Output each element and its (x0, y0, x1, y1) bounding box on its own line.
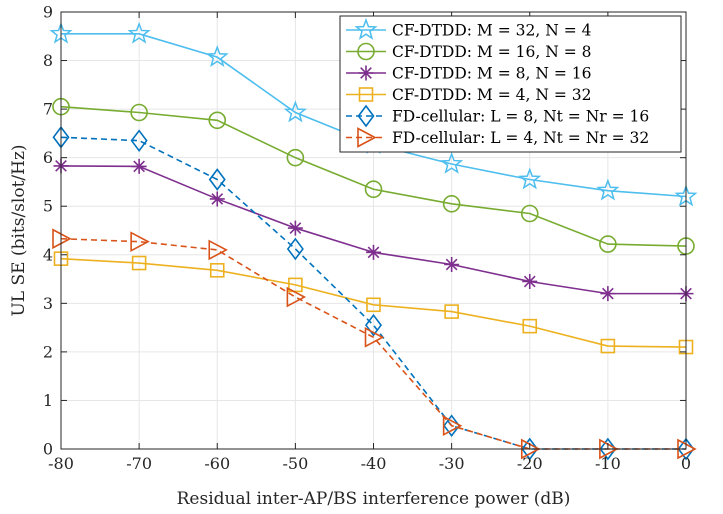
legend-marker (358, 87, 374, 102)
data-point (209, 263, 225, 278)
data-point (366, 297, 381, 313)
data-point (364, 326, 385, 348)
x-tick-label: 0 (681, 454, 691, 473)
series-line (60, 237, 686, 450)
x-tick-label: -40 (361, 454, 387, 473)
y-tick-label: 4 (43, 245, 53, 264)
data-point (366, 244, 381, 260)
y-tick-label: 9 (43, 3, 53, 22)
data-point (208, 239, 228, 261)
legend-label: FD-cellular: L = 8, Nt = Nr = 16 (392, 108, 649, 126)
y-tick-label: 2 (43, 342, 53, 361)
y-tick-label: 1 (43, 391, 53, 410)
x-tick-label: -50 (282, 454, 308, 473)
series-line (60, 257, 687, 348)
data-point (599, 437, 617, 461)
legend-marker (354, 17, 378, 40)
data-point (286, 148, 305, 167)
x-tick-label: -80 (48, 454, 74, 473)
x-tick-label: -20 (517, 454, 543, 473)
legend-entry: CF-DTDD: M = 32, N = 4 (346, 17, 592, 40)
data-point (365, 313, 382, 337)
legend-label: CF-DTDD: M = 8, N = 16 (392, 65, 591, 83)
data-point (522, 273, 538, 289)
y-tick-label: 3 (43, 294, 53, 313)
data-point (521, 437, 539, 461)
x-tick-label: -60 (204, 454, 230, 473)
data-point (600, 338, 616, 354)
legend-label: CF-DTDD: M = 16, N = 8 (392, 43, 591, 61)
legend-marker (357, 42, 375, 61)
legend-entry: FD-cellular: L = 8, Nt = Nr = 16 (346, 104, 649, 128)
data-point (208, 168, 226, 191)
legend-label: CF-DTDD: M = 4, N = 32 (392, 86, 591, 104)
legend-entry: FD-cellular: L = 4, Nt = Nr = 32 (346, 127, 649, 148)
data-point (522, 318, 538, 334)
data-point (208, 111, 227, 130)
legend-box (339, 15, 682, 153)
data-point (444, 304, 459, 319)
legend-entry: CF-DTDD: M = 16, N = 8 (346, 42, 591, 61)
y-tick-label: 0 (43, 440, 53, 459)
data-point (677, 437, 695, 461)
y-tick-label: 8 (43, 51, 53, 70)
data-point (596, 178, 620, 201)
tick-layer: -80 -70 -60 -50 -40 -30 -20 -10 0 0 1 2 3 4 5 6 7 8 9 (43, 3, 691, 474)
legend: CF-DTDD: M = 32, N = 4 CF-DTDD: M = 16, N… (339, 15, 682, 153)
data-point (130, 103, 148, 122)
data-point (127, 21, 151, 44)
data-point (131, 255, 147, 271)
data-point (283, 100, 307, 123)
legend-entry: CF-DTDD: M = 8, N = 16 (346, 65, 591, 83)
data-point (440, 151, 464, 174)
y-axis-label: UL SE (bits/slot/Hz) (9, 144, 29, 316)
data-point (442, 415, 463, 437)
data-point (209, 191, 225, 207)
data-point (520, 204, 539, 223)
legend-marker (357, 127, 377, 148)
legend-entry: CF-DTDD: M = 4, N = 32 (346, 86, 591, 104)
x-tick-label: -10 (595, 454, 621, 473)
legend-label: FD-cellular: L = 4, Nt = Nr = 32 (392, 129, 649, 147)
series-line (60, 105, 687, 247)
data-point (287, 220, 303, 236)
data-point (130, 129, 148, 153)
data-point (442, 194, 461, 213)
data-point (364, 180, 383, 199)
data-point (205, 45, 229, 67)
data-point (131, 158, 147, 174)
y-tick-label: 6 (43, 148, 53, 167)
legend-marker (358, 65, 374, 81)
y-tick-label: 5 (43, 197, 53, 216)
y-tick-label: 7 (43, 100, 53, 119)
legend-label: CF-DTDD: M = 32, N = 4 (392, 22, 592, 40)
data-point (130, 231, 150, 252)
data-point (518, 167, 542, 190)
legend-marker (357, 104, 375, 128)
data-point (600, 286, 616, 302)
data-point (444, 256, 460, 272)
x-tick-label: -70 (126, 454, 152, 473)
data-point (599, 235, 617, 253)
x-axis-label: Residual inter-AP/BS interference power … (177, 489, 571, 509)
data-point (286, 286, 307, 308)
x-tick-label: -30 (439, 454, 465, 473)
data-point (443, 414, 461, 438)
data-point (286, 237, 304, 261)
